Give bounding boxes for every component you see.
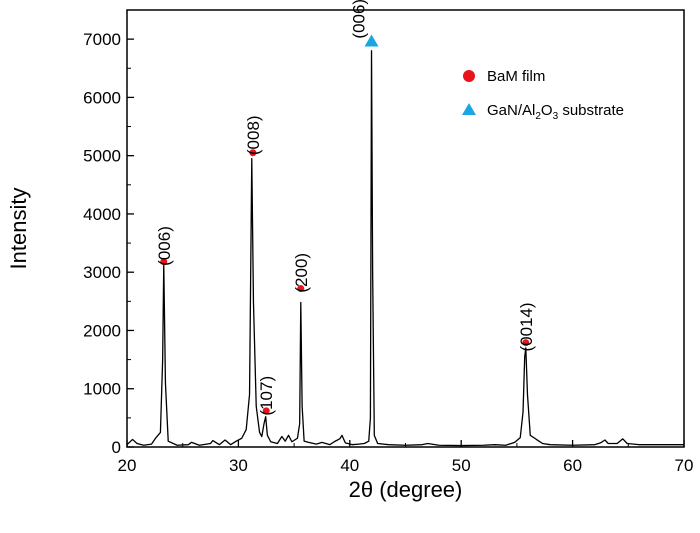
legend-substrate-label-part: 3 <box>553 111 559 122</box>
x-tick-label: 40 <box>340 456 359 475</box>
peak-label: (006) <box>350 0 369 39</box>
legend-substrate-label-part: O <box>541 102 553 119</box>
x-axis-title: 2θ (degree) <box>349 477 463 502</box>
x-tick-label: 20 <box>118 456 137 475</box>
y-tick-label: 0 <box>112 438 121 457</box>
peak-label: (107) <box>257 376 276 416</box>
film-peak-marker <box>249 149 257 157</box>
xrd-pattern-line <box>126 50 684 447</box>
y-axis-title: Intensity <box>6 188 31 270</box>
x-tick-label: 60 <box>563 456 582 475</box>
y-tick-label: 7000 <box>83 30 121 49</box>
legend-film-label: BaM film <box>487 68 545 85</box>
x-tick-label: 70 <box>675 456 694 475</box>
peak-label: (008) <box>244 115 263 155</box>
y-tick-label: 5000 <box>83 147 121 166</box>
x-tick-label: 30 <box>229 456 248 475</box>
y-tick-label: 3000 <box>83 263 121 282</box>
legend-substrate-label-part: 2 <box>535 111 541 122</box>
plot-area: 20 30 40 50 60 70 0 1000 2000 3000 4000 5000 6000 700… <box>83 0 693 475</box>
legend-film-marker <box>463 70 475 82</box>
legend-substrate-label-part: GaN/Al <box>487 102 535 119</box>
legend-substrate-label: GaN/Al2O3 substrate <box>487 102 624 122</box>
y-tick-label: 6000 <box>83 88 121 107</box>
y-tick-label: 1000 <box>83 380 121 399</box>
peak-label: (0014) <box>517 302 536 351</box>
film-peak-marker <box>297 285 305 293</box>
legend-substrate-marker <box>462 103 476 115</box>
film-peak-marker <box>522 339 530 347</box>
y-tick-label: 4000 <box>83 205 121 224</box>
peak-label: (006) <box>155 226 174 266</box>
x-tick-label: 50 <box>452 456 471 475</box>
substrate-peak-marker <box>364 34 379 47</box>
film-peak-marker <box>160 258 168 266</box>
plot-frame <box>126 9 685 448</box>
y-tick-label: 2000 <box>83 321 121 340</box>
legend-substrate-label-part: substrate <box>558 102 624 119</box>
film-peak-marker <box>262 407 270 415</box>
legend: BaM film GaN/Al2O3 substrate <box>462 68 624 122</box>
peak-label: (200) <box>292 253 311 293</box>
